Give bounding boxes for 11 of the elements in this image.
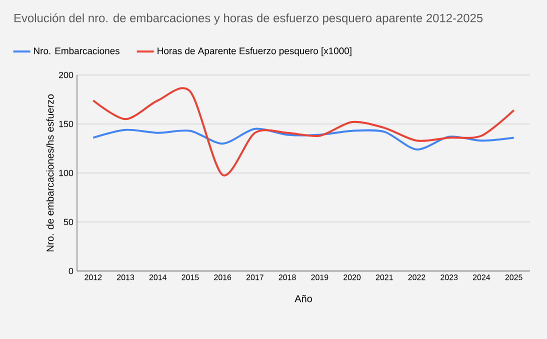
legend-label: Nro. Embarcaciones (34, 47, 120, 54)
y-axis-title: Nro. de embarcaciones/hs esfuerzo (46, 94, 54, 252)
line-series (92, 128, 515, 150)
y-tick-label: 200 (58, 72, 74, 78)
x-axis-title: Año (294, 294, 312, 302)
y-tick-label: 0 (68, 268, 74, 274)
chart-title: Evolución del nro. de embarcaciones y horas de esfuerzo pesquero aparente 2012-2025 (14, 13, 483, 25)
y-tick-label: 50 (64, 218, 74, 226)
legend-label: Horas de Aparente Esfuerzo pesquero [x1000] (158, 47, 352, 56)
y-tick-label: 100 (59, 170, 74, 176)
y-tick-label: 150 (59, 120, 74, 128)
